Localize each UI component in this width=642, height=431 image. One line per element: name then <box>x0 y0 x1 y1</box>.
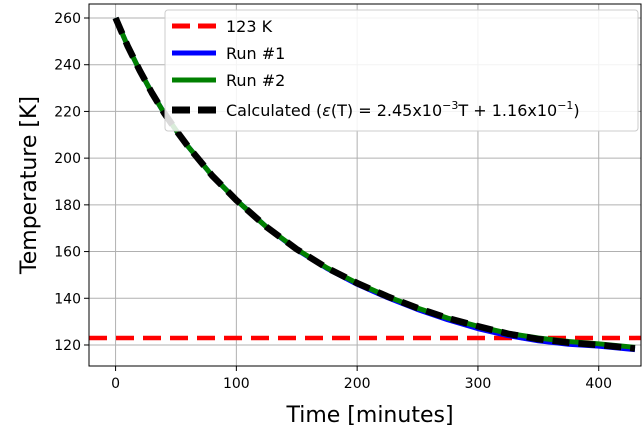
x-tick-label: 200 <box>344 376 371 392</box>
y-tick-label: 260 <box>54 11 81 27</box>
plot-frame <box>88 3 642 367</box>
calc-part-exp1: −3 <box>442 99 458 112</box>
y-tick-label: 200 <box>54 151 81 167</box>
ticks: 0 100 200 300 400 120 140 160 180 200 220 240 260 <box>54 11 612 392</box>
calc-part-prefix: Calculated ( <box>226 101 322 120</box>
series-line-calculated <box>112 16 636 352</box>
x-tick-label: 0 <box>111 376 120 392</box>
x-tick-label: 400 <box>585 376 612 392</box>
legend-label-run1: Run #1 <box>226 44 285 63</box>
calc-part-intercept: T + 1.16x10 <box>457 101 557 120</box>
calc-part-close: ) <box>573 101 579 120</box>
x-axis-label: Time [minutes] <box>285 403 453 428</box>
legend-label-123k: 123 K <box>226 17 273 36</box>
calc-part-exp2: −1 <box>557 99 573 112</box>
y-axis-label: Temperature [K] <box>17 96 42 275</box>
y-tick-label: 180 <box>54 198 81 214</box>
series-layer <box>89 16 641 353</box>
calc-part-epsilon: ε <box>322 101 331 120</box>
y-tick-label: 120 <box>54 338 81 354</box>
calc-part-slope: (T) = 2.45x10 <box>331 101 442 120</box>
y-tick-label: 140 <box>54 291 81 307</box>
y-tick-label: 160 <box>54 245 81 261</box>
x-tick-label: 300 <box>465 376 492 392</box>
legend: 123 K Run #1 Run #2 Calculated (ε(T) = 2… <box>164 9 639 132</box>
legend-label-calculated: Calculated (ε(T) = 2.45x10−3T + 1.16x10−… <box>226 99 580 120</box>
x-tick-label: 100 <box>223 376 250 392</box>
y-tick-label: 240 <box>54 58 81 74</box>
legend-label-run2: Run #2 <box>226 71 285 90</box>
y-tick-label: 220 <box>54 104 81 120</box>
legend-box <box>164 9 639 132</box>
